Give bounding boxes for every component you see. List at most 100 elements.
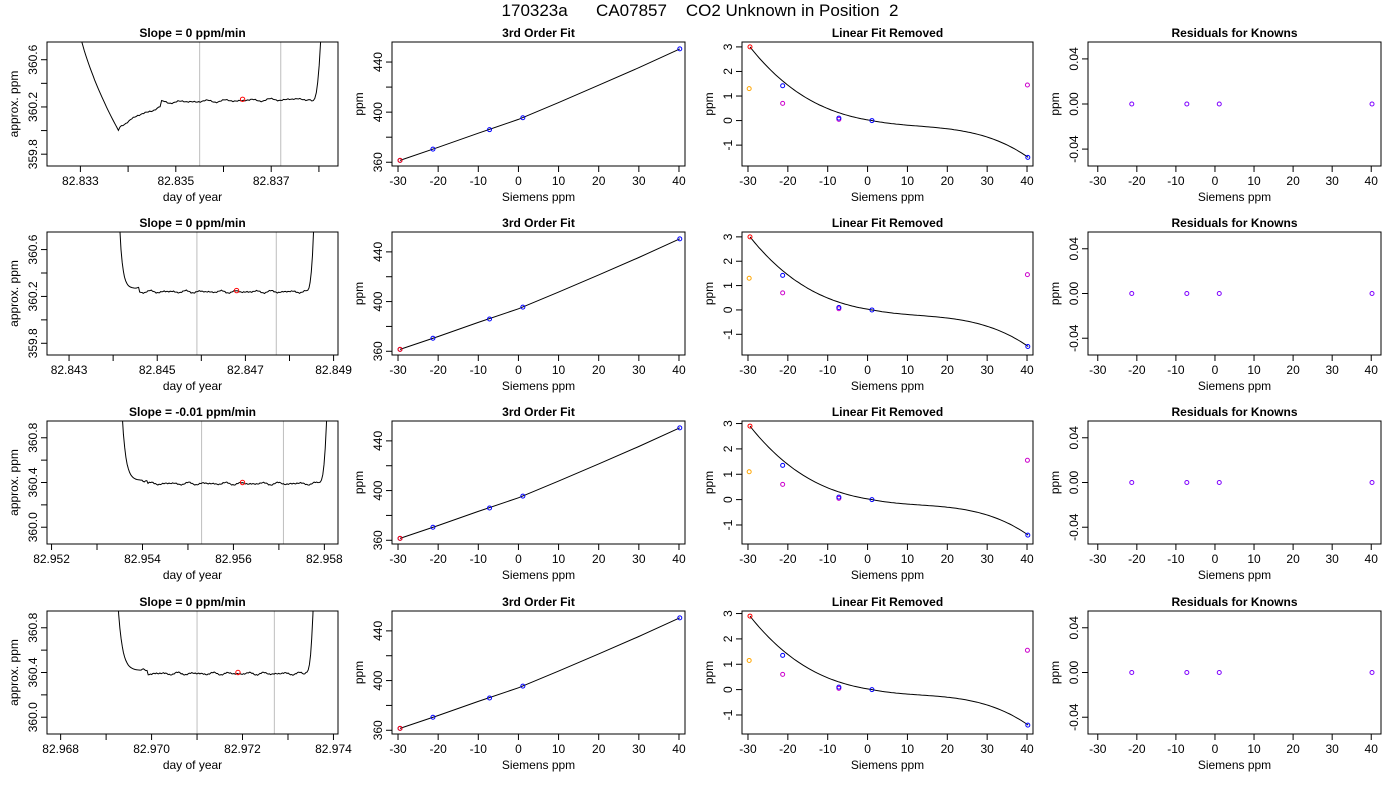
- x-tick-label: 82.954: [124, 552, 161, 566]
- x-axis-label: Siemens ppm: [1198, 190, 1271, 204]
- y-tick-label: 3: [721, 420, 735, 427]
- y-tick-label: 0: [721, 686, 735, 693]
- residual-point: [1129, 670, 1135, 675]
- y-tick-label: 440: [371, 242, 385, 262]
- blue-point: [1025, 532, 1031, 538]
- panel-title: Linear Fit Removed: [832, 405, 943, 419]
- x-tick-label: 40: [672, 552, 686, 566]
- orange-point: [746, 86, 752, 92]
- x-tick-label: 0: [864, 174, 871, 188]
- blue-point: [869, 307, 875, 313]
- plot-frame: [1087, 420, 1382, 545]
- y-tick-label: 3: [721, 610, 735, 617]
- y-axis-label: ppm: [1048, 92, 1062, 115]
- x-tick-label: -10: [819, 552, 837, 566]
- plot-area: [397, 46, 683, 163]
- plot-frame: [1087, 610, 1382, 735]
- y-axis-label: ppm: [352, 282, 366, 305]
- data-point: [487, 127, 493, 133]
- x-tick-label: 10: [552, 552, 566, 566]
- x-tick-label: 82.837: [253, 174, 290, 188]
- plot-area: [746, 234, 1031, 349]
- x-tick-label: 40: [1365, 363, 1379, 377]
- panel-title: 3rd Order Fit: [502, 595, 575, 609]
- x-tick-label: 40: [672, 363, 686, 377]
- x-axis-label: Siemens ppm: [851, 190, 924, 204]
- blue-point: [836, 305, 842, 311]
- residual-point: [1129, 291, 1135, 296]
- y-tick-label: -1: [721, 139, 735, 150]
- residual-point: [1216, 101, 1222, 107]
- x-tick-label: 30: [980, 742, 994, 756]
- plot-frame: [46, 610, 339, 735]
- x-tick-label: 30: [632, 174, 646, 188]
- y-tick-label: -0.04: [1067, 135, 1081, 163]
- panel-title: Slope = 0 ppm/min: [139, 216, 245, 230]
- red-point: [747, 613, 753, 619]
- plot-area: [397, 615, 683, 731]
- data-point: [430, 714, 436, 720]
- y-axis-label: ppm: [702, 282, 716, 305]
- x-tick-label: 10: [1247, 174, 1261, 188]
- x-tick-label: 0: [864, 363, 871, 377]
- y-axis-label: ppm: [352, 661, 366, 684]
- y-tick-label: 0.00: [1067, 281, 1081, 305]
- x-tick-label: 40: [1020, 174, 1034, 188]
- magenta-point: [1024, 647, 1030, 653]
- x-tick-label: 0: [1212, 174, 1219, 188]
- y-tick-label: 360.6: [26, 234, 40, 264]
- y-axis-label: ppm: [702, 471, 716, 494]
- panel-cubic-fit-row1: 3rd Order Fit -30 -20 -10 0 10 20 30 40 360 400 440…: [352, 26, 686, 204]
- x-tick-label: -30: [389, 742, 407, 756]
- panel-residuals-row4: Residuals for Knowns -30 -20 -10 0 10 20 30 40 -0…: [1048, 595, 1382, 772]
- y-tick-label: -0.04: [1067, 324, 1081, 352]
- y-tick-label: 0.04: [1067, 237, 1081, 261]
- x-tick-label: -20: [429, 552, 447, 566]
- data-point: [677, 425, 683, 431]
- x-axis-label: Siemens ppm: [851, 379, 924, 393]
- orange-point: [746, 657, 752, 663]
- x-tick-label: -20: [1128, 363, 1146, 377]
- data-point: [677, 46, 683, 52]
- blue-point: [1025, 722, 1031, 728]
- fit-curve: [749, 236, 1029, 347]
- x-tick-label: 40: [1365, 174, 1379, 188]
- y-tick-label: 360.4: [26, 467, 40, 497]
- magenta-point: [1024, 82, 1030, 88]
- blue-point: [869, 687, 875, 693]
- x-axis-label: Siemens ppm: [502, 190, 575, 204]
- x-tick-label: 30: [1325, 174, 1339, 188]
- x-tick-label: -20: [779, 742, 797, 756]
- panel-title: Slope = -0.01 ppm/min: [129, 405, 256, 419]
- y-tick-label: 0.04: [1067, 616, 1081, 640]
- x-tick-label: -20: [1128, 742, 1146, 756]
- plot-area: [397, 236, 683, 352]
- magenta-point: [780, 290, 786, 296]
- x-tick-label: 82.847: [227, 363, 264, 377]
- y-tick-label: 0.04: [1067, 47, 1081, 71]
- x-tick-label: 20: [592, 552, 606, 566]
- panel-linear-removed-row4: Linear Fit Removed-30 -20 -10 0 10 20 30 40-101…: [702, 595, 1034, 772]
- y-tick-label: 440: [371, 52, 385, 72]
- unknown-point: [233, 287, 240, 294]
- blue-point: [780, 272, 786, 278]
- x-tick-label: 10: [552, 742, 566, 756]
- magenta-point: [780, 481, 786, 487]
- x-tick-label: 10: [901, 742, 915, 756]
- x-tick-label: 20: [941, 174, 955, 188]
- fit-curve: [749, 615, 1029, 726]
- panel-residuals-row3: Residuals for Knowns -30 -20 -10 0 10 20 30 40 -0…: [1048, 405, 1382, 582]
- y-tick-label: 359.8: [26, 139, 40, 169]
- x-tick-label: -10: [470, 552, 488, 566]
- y-tick-label: 0: [721, 117, 735, 124]
- plot-area: [1129, 101, 1375, 107]
- x-axis-label: Siemens ppm: [502, 379, 575, 393]
- x-tick-label: 0: [864, 552, 871, 566]
- y-tick-label: 360: [371, 530, 385, 550]
- residual-point: [1216, 291, 1222, 296]
- x-axis-label: Siemens ppm: [502, 568, 575, 582]
- x-tick-label: 20: [941, 363, 955, 377]
- x-tick-label: -10: [819, 742, 837, 756]
- x-tick-label: 82.956: [215, 552, 252, 566]
